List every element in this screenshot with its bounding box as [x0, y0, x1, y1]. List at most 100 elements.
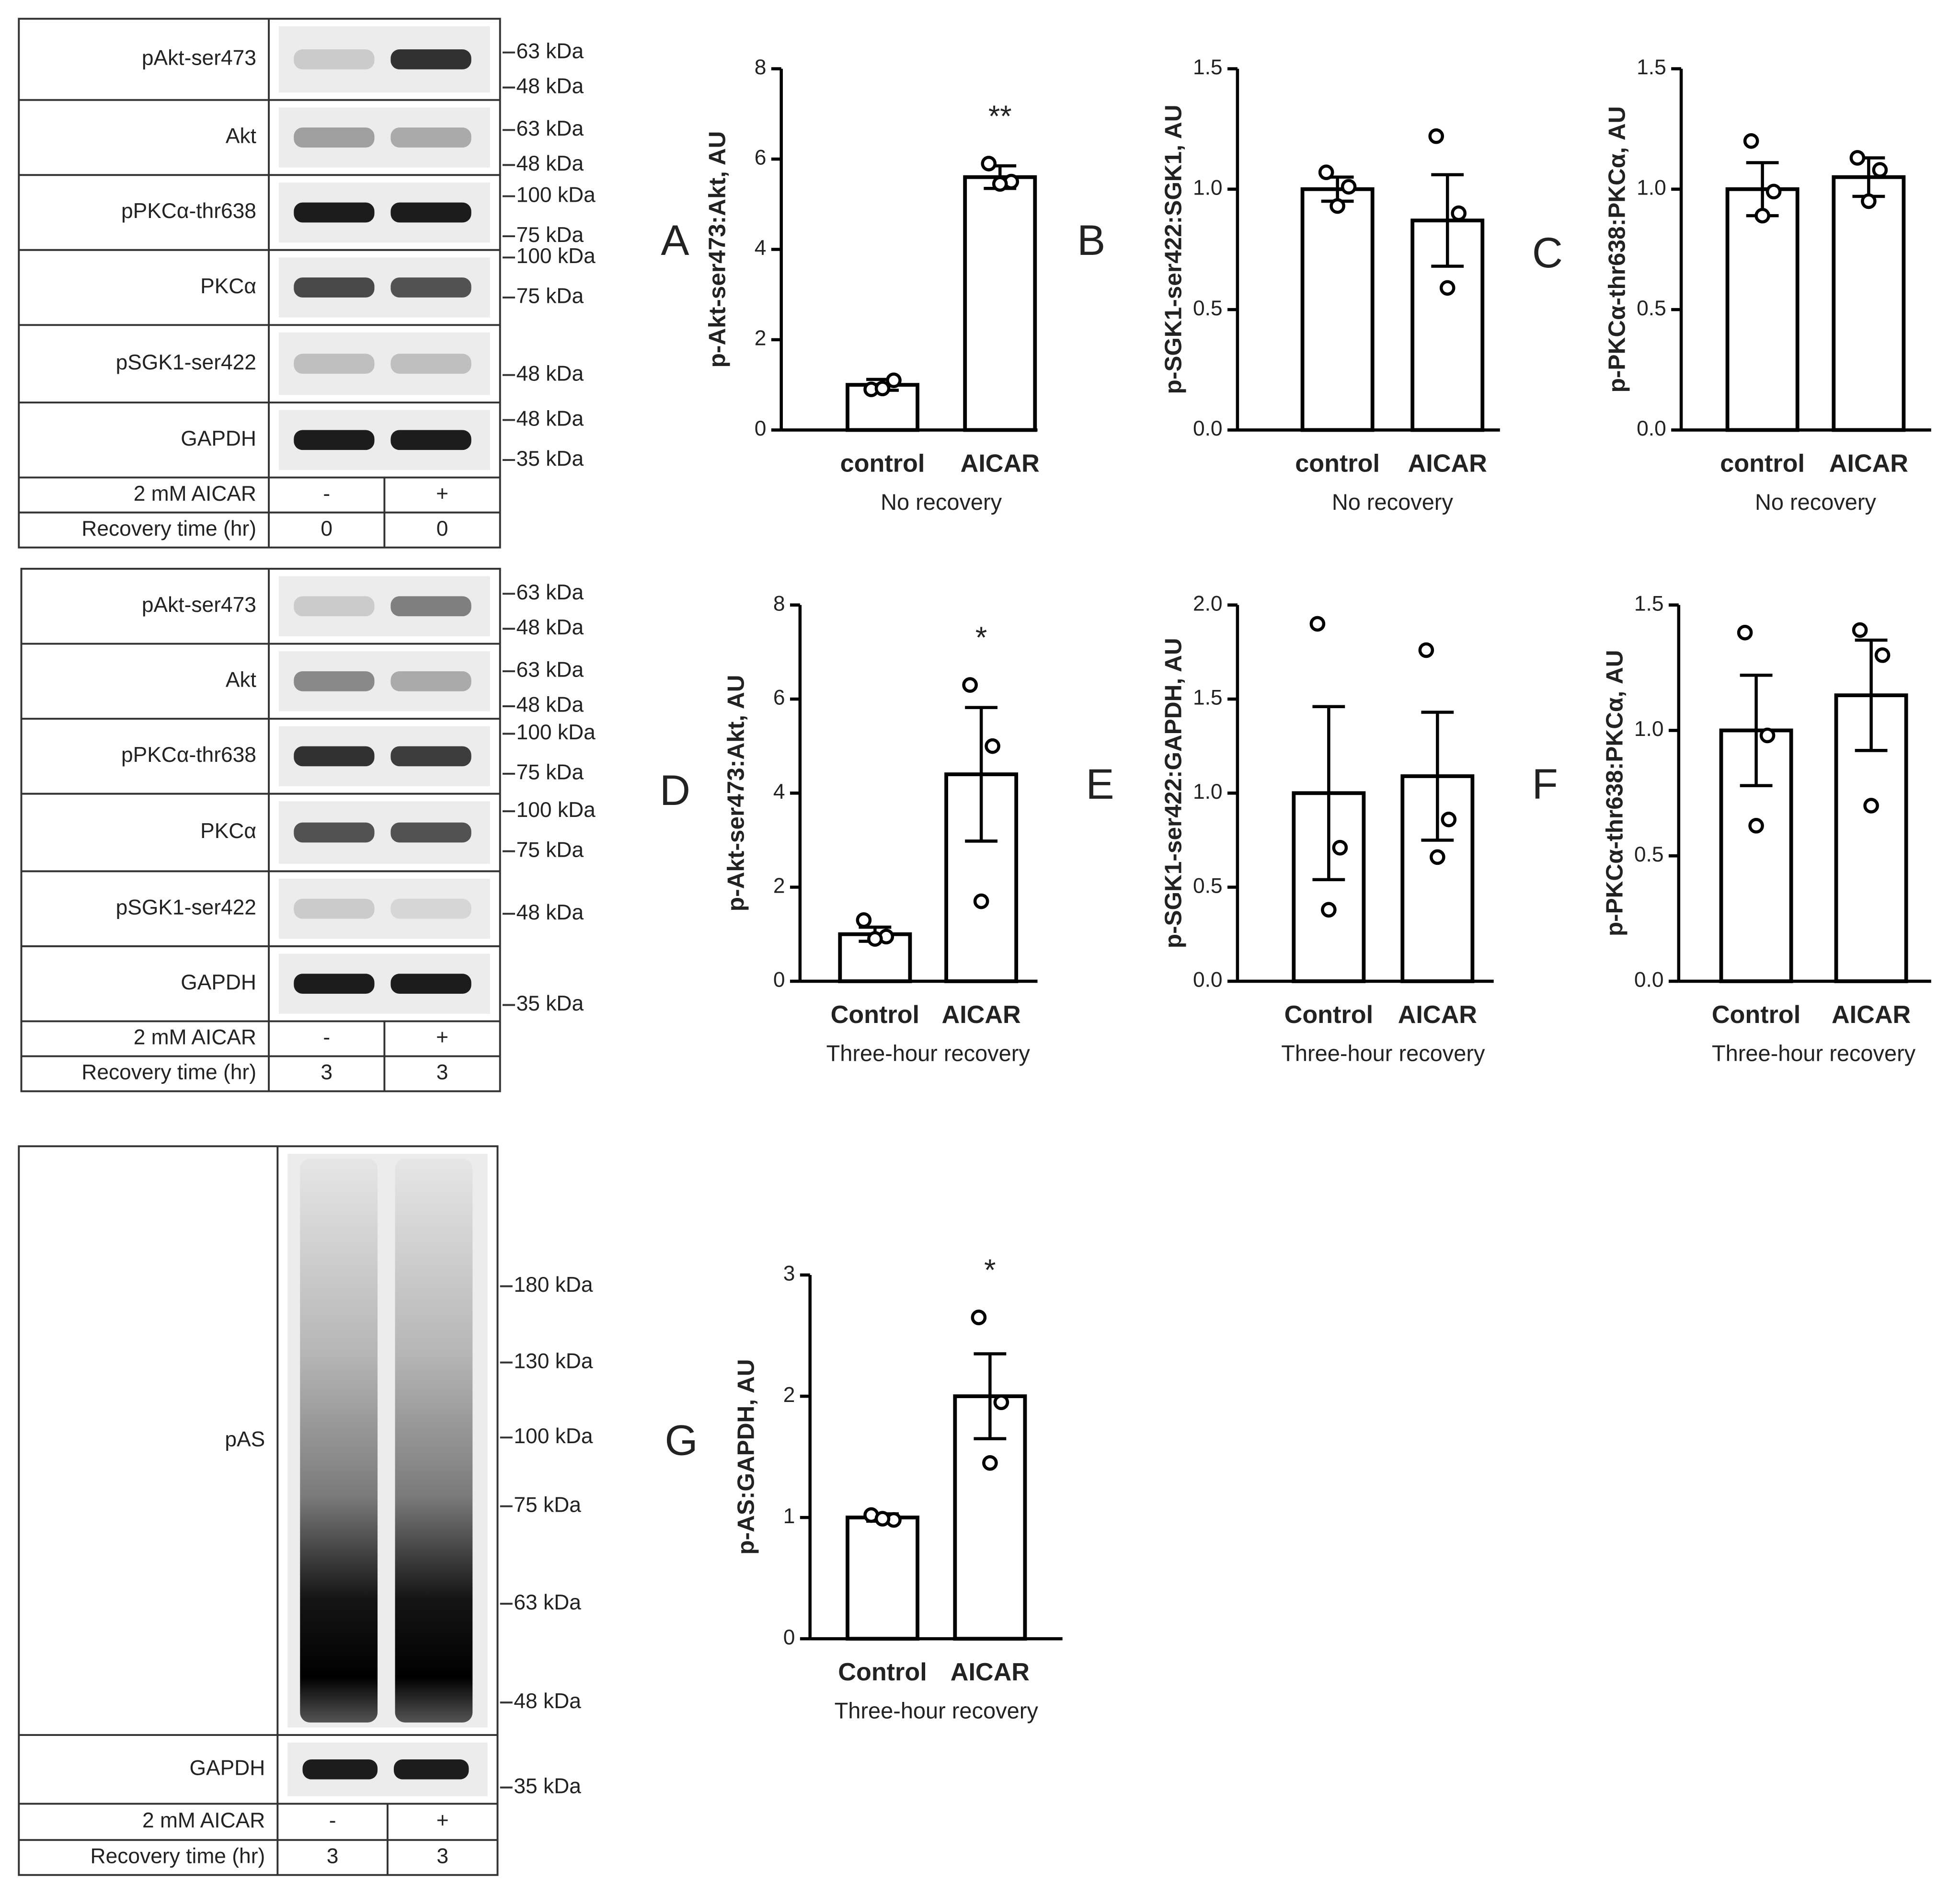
blot-band — [390, 596, 471, 617]
y-tick-label: 1.0 — [1193, 780, 1223, 804]
blot-lane — [395, 1159, 473, 1723]
marker-label: 100 kDa — [516, 798, 596, 822]
marker-label: 63 kDa — [516, 117, 584, 140]
marker-label: 75 kDa — [516, 761, 584, 784]
marker-label: 48 kDa — [514, 1689, 581, 1713]
y-tick-label: 1.0 — [1634, 717, 1664, 741]
bar — [1400, 774, 1475, 983]
y-axis-label: p-Akt-ser473:Akt, AU — [703, 131, 730, 368]
marker-label: 35 kDa — [516, 447, 584, 471]
y-axis-label: p-Akt-ser473:Akt, AU — [722, 675, 749, 911]
condition-value: - — [323, 482, 330, 505]
y-tick-label: 0.5 — [1193, 874, 1223, 897]
blot-row-label: pSGK1-ser422 — [116, 351, 256, 374]
y-axis-label: p-AS:GAPDH, AU — [732, 1359, 759, 1554]
y-tick-label: 0.0 — [1193, 417, 1223, 440]
panel-letter: G — [665, 1417, 698, 1464]
data-point — [971, 1309, 987, 1325]
condition-value: 3 — [327, 1844, 339, 1868]
data-point — [1341, 179, 1357, 195]
marker-label: 35 kDa — [516, 992, 584, 1015]
y-axis-label: p-SGK1-ser422:GAPDH, AU — [1160, 638, 1187, 948]
marker-label: 75 kDa — [516, 838, 584, 861]
blot-band — [390, 127, 471, 148]
bar — [1300, 187, 1375, 432]
marker-label: 63 kDa — [514, 1591, 581, 1614]
data-point — [1332, 839, 1348, 856]
data-point — [985, 738, 1000, 754]
y-tick-label: 8 — [755, 56, 767, 79]
marker-label: 100 kDa — [514, 1424, 593, 1448]
blot-image — [278, 107, 490, 168]
blot-row-label: PKCα — [200, 275, 256, 298]
marker-label: 48 kDa — [516, 616, 584, 639]
blot-band — [294, 974, 375, 994]
y-tick-label: 1.5 — [1634, 592, 1664, 615]
blot-band — [302, 1759, 378, 1780]
marker-label: 75 kDa — [514, 1493, 581, 1516]
blot-row-label: GAPDH — [190, 1757, 265, 1780]
y-tick-label: 0 — [755, 417, 767, 440]
y-axis-label: p-SGK1-ser422:SGK1, AU — [1160, 104, 1187, 394]
bar — [846, 383, 919, 432]
blot-row-label: pPKCα-thr638 — [121, 199, 256, 223]
data-point — [981, 156, 997, 172]
y-tick-label: 0.5 — [1634, 843, 1664, 866]
data-point — [867, 931, 883, 947]
blot-row-label: Akt — [226, 668, 256, 692]
data-point — [1852, 622, 1868, 638]
marker-label: 35 kDa — [514, 1774, 581, 1798]
panel-letter: A — [661, 217, 689, 264]
blot-band — [390, 354, 471, 374]
blot-row-label: PKCα — [200, 819, 256, 843]
data-point — [1439, 280, 1456, 296]
y-tick-label: 1.5 — [1637, 56, 1666, 79]
data-point — [993, 1394, 1009, 1411]
marker-label: 75 kDa — [516, 223, 584, 247]
y-tick-label: 1.0 — [1193, 176, 1223, 200]
data-point — [1849, 150, 1866, 166]
condition-label: 2 mM AICAR — [134, 482, 256, 505]
blot-band — [294, 746, 375, 767]
blot-row-label: pSGK1-ser422 — [116, 896, 256, 919]
blot-band — [294, 49, 375, 69]
y-axis-label: p-PKCα-thr638:PKCα, AU — [1604, 106, 1630, 393]
condition-label: 2 mM AICAR — [142, 1809, 265, 1832]
condition-label: 2 mM AICAR — [134, 1026, 256, 1049]
y-tick-label: 2 — [783, 1383, 795, 1407]
blot-image — [278, 332, 490, 395]
marker-label: 48 kDa — [516, 693, 584, 717]
data-point — [962, 677, 978, 693]
marker-label: 100 kDa — [516, 244, 596, 268]
x-tick-label: AICAR — [951, 1658, 1030, 1686]
blot-band — [390, 430, 471, 450]
y-tick-label: 6 — [773, 686, 785, 710]
marker-label: 48 kDa — [516, 152, 584, 175]
condition-label: Recovery time (hr) — [91, 1844, 265, 1868]
blot-row-label: GAPDH — [181, 427, 256, 450]
blot-row-label: pPKCα-thr638 — [121, 743, 256, 767]
blot-row-label: pAS — [225, 1427, 265, 1451]
error-bar — [1855, 638, 1888, 752]
error-bar — [974, 1352, 1007, 1440]
blot-image — [278, 651, 490, 712]
blot-row-label: GAPDH — [181, 971, 256, 994]
blot-band — [393, 1759, 469, 1780]
x-tick-label: AICAR — [1829, 449, 1908, 477]
x-tick-label: Control — [831, 1001, 919, 1029]
y-tick-label: 0.5 — [1193, 297, 1223, 320]
data-point — [1748, 818, 1764, 834]
blot-band — [390, 202, 471, 223]
data-point — [982, 1455, 998, 1471]
data-point — [992, 176, 1008, 192]
condition-value: 0 — [436, 517, 448, 540]
blot-band — [294, 898, 375, 919]
x-axis-caption: Three-hour recovery — [1281, 1040, 1485, 1066]
marker-label: 180 kDa — [514, 1273, 593, 1297]
error-bar — [1421, 711, 1454, 842]
data-point — [1441, 811, 1457, 827]
x-axis-caption: No recovery — [1755, 489, 1877, 515]
y-tick-label: 1.5 — [1193, 686, 1223, 710]
data-point — [874, 1511, 891, 1527]
x-tick-label: Control — [838, 1658, 927, 1686]
